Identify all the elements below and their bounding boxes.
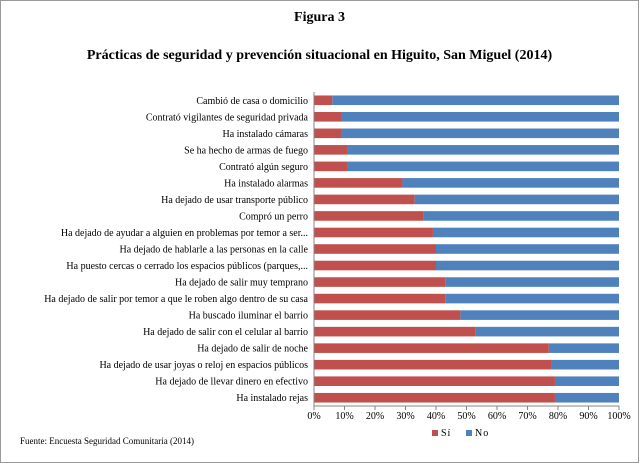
bar-si-17	[314, 376, 555, 387]
x-tick-label-1: 10%	[335, 411, 353, 422]
bar-no-3	[347, 145, 619, 155]
bar-no-6	[414, 194, 619, 205]
bar-no-16	[551, 359, 619, 370]
category-label-11: Ha dejado de salir muy temprano	[175, 278, 308, 289]
bar-si-1	[314, 111, 342, 122]
bar-no-13	[460, 310, 619, 320]
legend-label-no: No	[475, 428, 489, 439]
bar-no-7	[423, 211, 619, 221]
bar-no-12	[445, 293, 619, 304]
bar-no-18	[554, 392, 619, 403]
category-label-9: Ha dejado de hablarle a las personas en …	[119, 245, 308, 256]
bar-si-18	[314, 392, 555, 403]
x-tick-label-5: 50%	[457, 411, 475, 422]
category-label-12: Ha dejado de salir por temor a que le ro…	[44, 294, 308, 305]
category-label-15: Ha dejado de salir de noche	[197, 344, 308, 355]
bar-si-5	[314, 178, 403, 188]
bar-si-9	[314, 244, 436, 254]
category-label-8: Ha dejado de ayudar a alguien en problem…	[61, 228, 308, 239]
source-note: Fuente: Encuesta Seguridad Comunitaria (…	[20, 436, 194, 446]
bar-si-11	[314, 277, 446, 287]
x-tick-label-6: 60%	[488, 411, 506, 422]
bar-no-14	[475, 326, 619, 337]
legend-swatch-si	[432, 430, 438, 436]
category-label-1: Contrató vigilantes de seguridad privada	[146, 112, 309, 123]
bar-no-9	[436, 244, 619, 254]
category-label-5: Ha instalado alarmas	[224, 178, 308, 189]
bar-si-15	[314, 343, 549, 353]
category-label-2: Ha instalado cámaras	[222, 129, 308, 140]
bar-si-7	[314, 211, 424, 221]
figure-title: Prácticas de seguridad y prevención situ…	[86, 48, 553, 63]
x-tick-label-10: 100%	[607, 411, 630, 422]
bar-si-0	[314, 95, 333, 106]
category-label-16: Ha dejado de usar joyas o reloj en espac…	[99, 360, 308, 371]
legend-swatch-no	[466, 430, 472, 436]
bar-no-8	[432, 227, 619, 238]
bar-si-14	[314, 326, 476, 337]
category-label-3: Se ha hecho de armas de fuego	[184, 145, 308, 156]
bar-si-16	[314, 359, 552, 370]
x-tick-label-2: 20%	[366, 411, 384, 422]
category-label-18: Ha instalado rejas	[236, 393, 308, 404]
x-tick-label-8: 80%	[549, 411, 567, 422]
bar-no-17	[554, 376, 619, 387]
bar-no-11	[445, 277, 619, 287]
x-tick-label-3: 30%	[396, 411, 414, 422]
x-tick-label-4: 40%	[427, 411, 445, 422]
category-label-14: Ha dejado de salir con el celular al bar…	[143, 327, 308, 338]
bar-si-3	[314, 145, 348, 155]
bar-si-6	[314, 194, 415, 205]
category-label-7: Compró un perro	[239, 211, 308, 222]
category-label-10: Ha puesto cercas o cerrado los espacios …	[66, 261, 308, 272]
legend-label-si: Sí	[441, 428, 451, 439]
bar-no-5	[402, 178, 619, 188]
bar-si-12	[314, 293, 446, 304]
x-tick-label-9: 90%	[579, 411, 597, 422]
category-label-13: Ha buscado iluminar el barrio	[189, 311, 308, 322]
x-tick-label-7: 70%	[518, 411, 536, 422]
category-label-17: Ha dejado de llevar dinero en efectivo	[155, 377, 308, 388]
bar-no-4	[347, 161, 619, 172]
bar-si-4	[314, 161, 348, 172]
bar-no-15	[548, 343, 619, 353]
category-label-4: Contrató algún seguro	[219, 162, 308, 173]
bar-no-0	[332, 95, 619, 106]
bar-no-2	[341, 128, 619, 139]
x-tick-label-0: 0%	[307, 411, 320, 422]
bar-si-2	[314, 128, 342, 139]
bar-no-10	[436, 260, 619, 271]
bar-si-10	[314, 260, 436, 271]
bar-si-8	[314, 227, 433, 238]
category-label-0: Cambió de casa o domicilio	[196, 96, 308, 107]
bar-no-1	[341, 111, 619, 122]
figure-label: Figura 3	[294, 10, 345, 25]
bar-si-13	[314, 310, 461, 320]
category-label-6: Ha dejado de usar transporte público	[161, 195, 308, 206]
